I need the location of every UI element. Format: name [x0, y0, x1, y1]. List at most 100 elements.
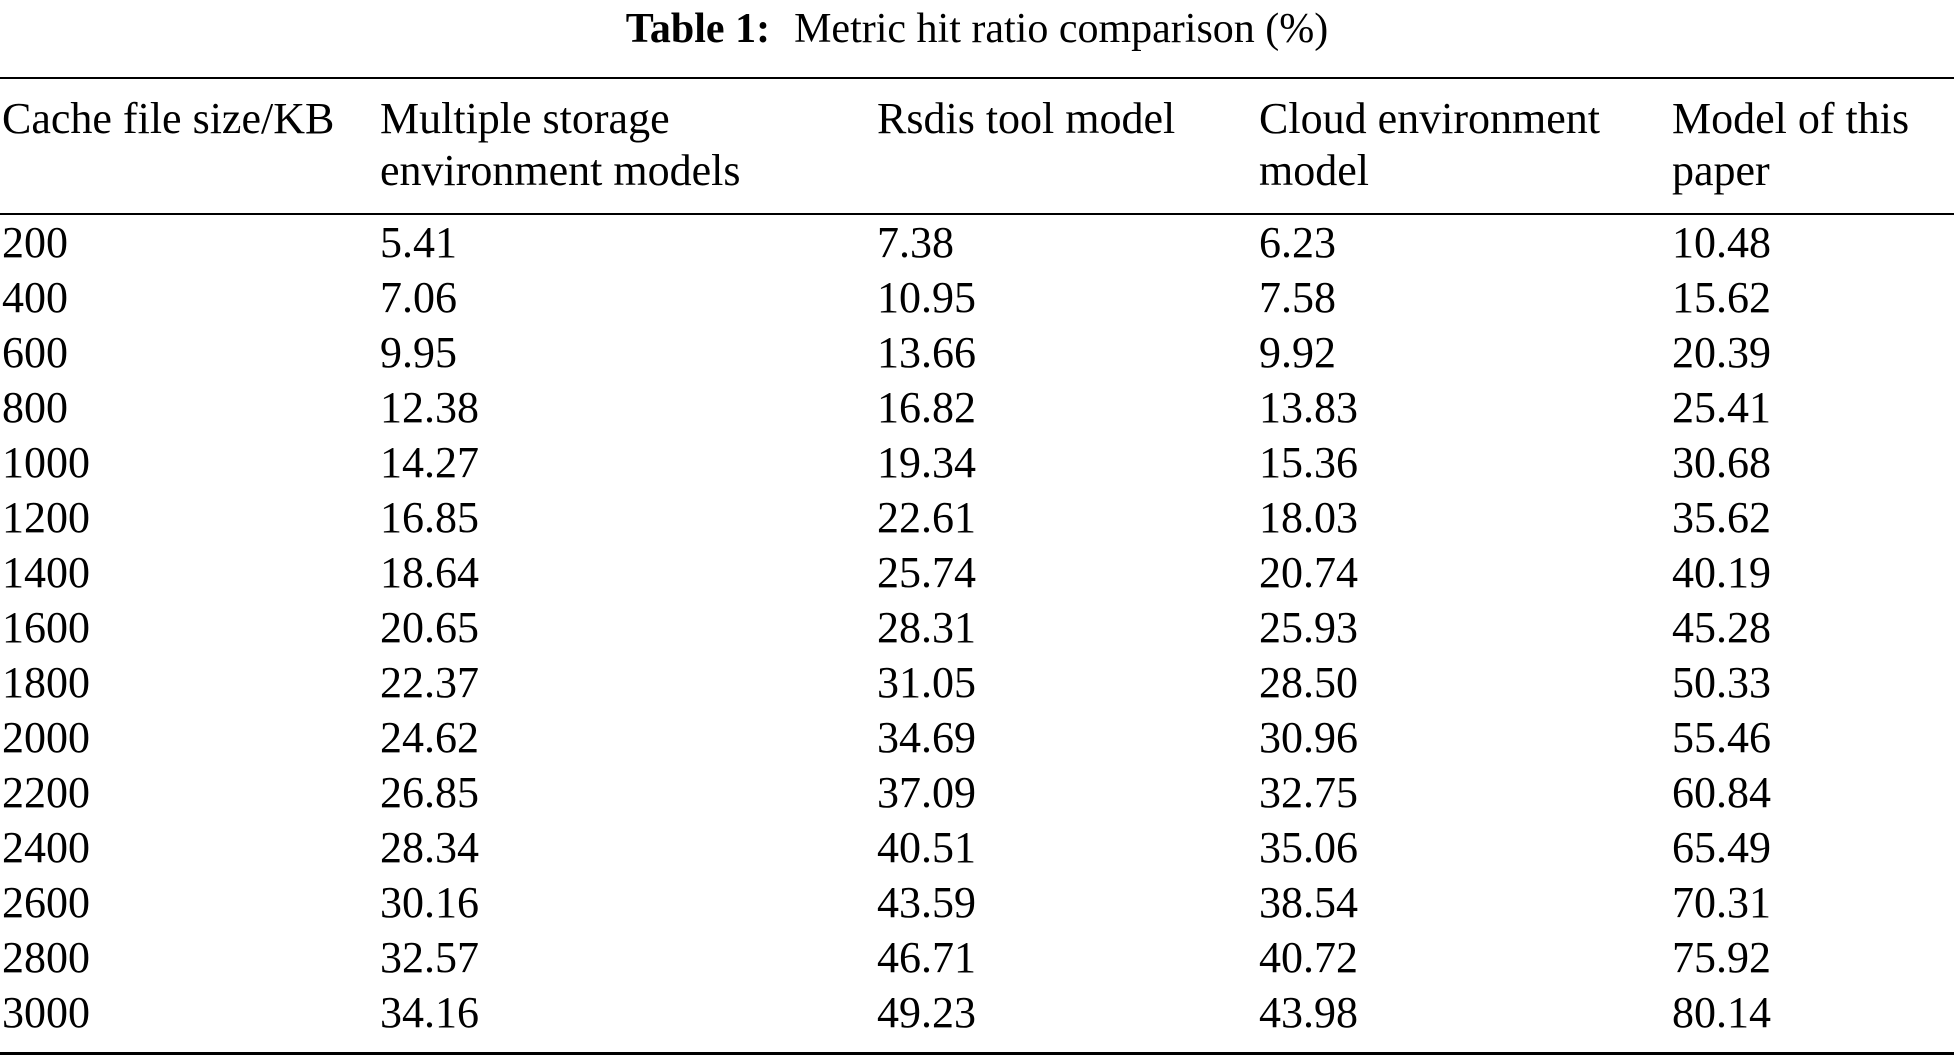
table-cell: 1800 — [2, 658, 90, 707]
table-cell: 7.06 — [380, 273, 457, 322]
table-cell: 25.93 — [1259, 603, 1358, 652]
table-caption-text: Metric hit ratio comparison (%) — [794, 6, 1329, 52]
table-cell: 16.85 — [380, 493, 479, 542]
table-row: 2000 24.62 34.69 30.96 55.46 — [0, 710, 1954, 765]
column-header-cache-file-size: Cache file size/KB — [0, 78, 380, 215]
table-cell: 28.50 — [1259, 658, 1358, 707]
table-cell: 35.06 — [1259, 823, 1358, 872]
table-cell: 2200 — [2, 768, 90, 817]
table-cell: 43.98 — [1259, 988, 1358, 1037]
table-body: 200 5.41 7.38 6.23 10.48 400 7.06 10.95 7.58 15.6… — [0, 214, 1954, 1054]
table-cell: 40.19 — [1672, 548, 1771, 597]
table-row: 1800 22.37 31.05 28.50 50.33 — [0, 655, 1954, 710]
table-cell: 18.03 — [1259, 493, 1358, 542]
table-cell: 15.36 — [1259, 438, 1358, 487]
table-cell: 1200 — [2, 493, 90, 542]
table-cell: 34.16 — [380, 988, 479, 1037]
table-cell: 1600 — [2, 603, 90, 652]
table-cell: 3000 — [2, 988, 90, 1037]
table-cell: 400 — [2, 273, 68, 322]
table-cell: 31.05 — [877, 658, 976, 707]
table-cell: 2000 — [2, 713, 90, 762]
table-cell: 10.95 — [877, 273, 976, 322]
table-cell: 5.41 — [380, 218, 457, 267]
column-header-model-of-this-paper: Model of this paper — [1672, 78, 1954, 215]
column-header-cloud-environment: Cloud environment model — [1259, 78, 1672, 215]
table-cell: 80.14 — [1672, 988, 1771, 1037]
table-row: 2400 28.34 40.51 35.06 65.49 — [0, 820, 1954, 875]
table-cell: 37.09 — [877, 768, 976, 817]
table-row: 200 5.41 7.38 6.23 10.48 — [0, 214, 1954, 270]
table-cell: 75.92 — [1672, 933, 1771, 982]
table-cell: 30.96 — [1259, 713, 1358, 762]
table-header-row: Cache file size/KB Multiple storage envi… — [0, 78, 1954, 215]
table-cell: 20.74 — [1259, 548, 1358, 597]
table-cell: 32.57 — [380, 933, 479, 982]
table-row: 1000 14.27 19.34 15.36 30.68 — [0, 435, 1954, 490]
table-cell: 15.62 — [1672, 273, 1771, 322]
table-cell: 40.51 — [877, 823, 976, 872]
table-cell: 2600 — [2, 878, 90, 927]
table-cell: 49.23 — [877, 988, 976, 1037]
table-cell: 6.23 — [1259, 218, 1336, 267]
table-row: 2600 30.16 43.59 38.54 70.31 — [0, 875, 1954, 930]
table-cell: 16.82 — [877, 383, 976, 432]
table-row: 800 12.38 16.82 13.83 25.41 — [0, 380, 1954, 435]
table-cell: 19.34 — [877, 438, 976, 487]
table-row: 1600 20.65 28.31 25.93 45.28 — [0, 600, 1954, 655]
table-cell: 25.41 — [1672, 383, 1771, 432]
table-cell: 55.46 — [1672, 713, 1771, 762]
table-row: 3000 34.16 49.23 43.98 80.14 — [0, 985, 1954, 1054]
table-cell: 35.62 — [1672, 493, 1771, 542]
table-cell: 46.71 — [877, 933, 976, 982]
table-cell: 43.59 — [877, 878, 976, 927]
table-cell: 9.92 — [1259, 328, 1336, 377]
table-cell: 200 — [2, 218, 68, 267]
table-cell: 1000 — [2, 438, 90, 487]
table-cell: 13.66 — [877, 328, 976, 377]
table-row: 600 9.95 13.66 9.92 20.39 — [0, 325, 1954, 380]
table-cell: 32.75 — [1259, 768, 1358, 817]
table-cell: 12.38 — [380, 383, 479, 432]
table-cell: 30.16 — [380, 878, 479, 927]
table-cell: 14.27 — [380, 438, 479, 487]
column-header-multiple-storage: Multiple storage environment models — [380, 78, 877, 215]
table-cell: 18.64 — [380, 548, 479, 597]
table-cell: 22.61 — [877, 493, 976, 542]
table-cell: 10.48 — [1672, 218, 1771, 267]
table-cell: 7.38 — [877, 218, 954, 267]
table-cell: 20.65 — [380, 603, 479, 652]
table-cell: 9.95 — [380, 328, 457, 377]
table-cell: 65.49 — [1672, 823, 1771, 872]
table-cell: 38.54 — [1259, 878, 1358, 927]
table-caption-label: Table 1: — [625, 6, 771, 52]
table-cell: 13.83 — [1259, 383, 1358, 432]
table-caption: Table 1: Metric hit ratio comparison (%) — [0, 0, 1954, 52]
table-cell: 2800 — [2, 933, 90, 982]
table-cell: 45.28 — [1672, 603, 1771, 652]
table-cell: 28.34 — [380, 823, 479, 872]
table-cell: 800 — [2, 383, 68, 432]
table-row: 400 7.06 10.95 7.58 15.62 — [0, 270, 1954, 325]
table-row: 1400 18.64 25.74 20.74 40.19 — [0, 545, 1954, 600]
table-cell: 40.72 — [1259, 933, 1358, 982]
table-cell: 30.68 — [1672, 438, 1771, 487]
table-cell: 24.62 — [380, 713, 479, 762]
table-cell: 7.58 — [1259, 273, 1336, 322]
table-cell: 20.39 — [1672, 328, 1771, 377]
column-header-rsdis-tool: Rsdis tool model — [877, 78, 1259, 215]
table-cell: 600 — [2, 328, 68, 377]
table-cell: 2400 — [2, 823, 90, 872]
table-cell: 70.31 — [1672, 878, 1771, 927]
table-row: 1200 16.85 22.61 18.03 35.62 — [0, 490, 1954, 545]
table-cell: 28.31 — [877, 603, 976, 652]
table-row: 2800 32.57 46.71 40.72 75.92 — [0, 930, 1954, 985]
table-cell: 26.85 — [380, 768, 479, 817]
table-cell: 1400 — [2, 548, 90, 597]
table-cell: 25.74 — [877, 548, 976, 597]
table-row: 2200 26.85 37.09 32.75 60.84 — [0, 765, 1954, 820]
table-cell: 22.37 — [380, 658, 479, 707]
table-cell: 34.69 — [877, 713, 976, 762]
table-cell: 50.33 — [1672, 658, 1771, 707]
metric-hit-ratio-table: Cache file size/KB Multiple storage envi… — [0, 77, 1954, 1055]
